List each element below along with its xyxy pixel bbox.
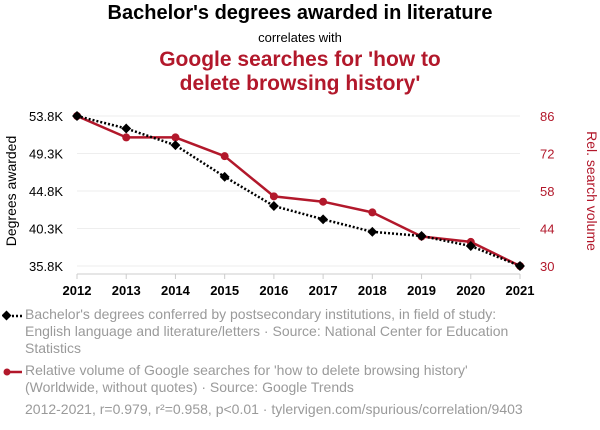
x-tick-label: 2017 xyxy=(309,283,338,298)
chart-title: Bachelor's degrees awarded in literature xyxy=(107,2,493,24)
data-point-searches xyxy=(368,208,377,217)
left-tick-label: 49.3K xyxy=(29,147,63,162)
left-tick-label: 40.3K xyxy=(29,222,63,237)
data-point-degrees xyxy=(170,140,181,151)
right-tick-label: 30 xyxy=(540,259,554,274)
legend-swatch-searches xyxy=(3,368,22,376)
x-tick-label: 2013 xyxy=(112,283,141,298)
legend-label-searches: Relative volume of Google searches for '… xyxy=(25,362,468,395)
left-tick-label: 53.8K xyxy=(29,109,63,124)
x-tick-label: 2018 xyxy=(358,283,387,298)
line-chart: 53.8K 49.3K 44.8K 40.3K 35.8K 86 72 58 44 30 201… xyxy=(3,109,600,298)
data-point-searches xyxy=(220,152,229,161)
data-point-searches xyxy=(171,133,180,142)
right-tick-label: 86 xyxy=(540,109,554,124)
x-tick-label: 2014 xyxy=(161,283,191,298)
x-axis-ticks: 2012 2013 2014 2015 2016 2017 2018 2019 2020 2021 xyxy=(63,274,535,298)
footer-stats: 2012-2021, r=0.979, r²=0.958, p<0.01 · t… xyxy=(25,401,523,417)
left-axis-label: Degrees awarded xyxy=(3,136,19,247)
right-axis-label: Rel. search volume xyxy=(584,131,600,251)
x-tick-label: 2012 xyxy=(63,283,92,298)
data-point-degrees xyxy=(367,226,378,237)
x-tick-label: 2015 xyxy=(210,283,239,298)
chart-subtitle: correlates with xyxy=(258,30,342,45)
data-point-searches xyxy=(319,197,328,206)
x-tick-label: 2016 xyxy=(259,283,288,298)
right-tick-label: 72 xyxy=(540,147,554,162)
x-tick-label: 2019 xyxy=(407,283,436,298)
data-point-searches xyxy=(122,133,131,142)
data-point-degrees xyxy=(465,241,476,251)
chart-title-secondary: Google searches for 'how to delete brows… xyxy=(159,48,441,95)
left-tick-label: 44.8K xyxy=(29,184,63,199)
series-markers xyxy=(72,111,525,271)
data-point-degrees xyxy=(318,214,329,225)
legend-swatch-degrees xyxy=(2,310,22,321)
data-point-degrees xyxy=(515,261,525,271)
data-point-degrees xyxy=(268,201,279,211)
left-tick-label: 35.8K xyxy=(29,259,63,274)
right-tick-label: 44 xyxy=(540,222,554,237)
legend-label-degrees: Bachelor's degrees conferred by postseco… xyxy=(25,306,509,356)
data-point-degrees xyxy=(121,123,132,134)
x-tick-label: 2020 xyxy=(456,283,485,298)
data-point-degrees xyxy=(72,111,82,121)
x-tick-label: 2021 xyxy=(506,283,535,298)
data-point-degrees xyxy=(219,171,230,182)
right-tick-label: 58 xyxy=(540,184,554,199)
left-axis-ticks: 53.8K 49.3K 44.8K 40.3K 35.8K xyxy=(29,109,63,274)
gridlines xyxy=(77,115,520,267)
data-point-degrees xyxy=(416,231,427,241)
series-line-degrees xyxy=(76,114,521,268)
data-point-searches xyxy=(269,192,278,201)
series-lines xyxy=(76,114,521,268)
right-axis-ticks: 86 72 58 44 30 xyxy=(540,109,554,274)
